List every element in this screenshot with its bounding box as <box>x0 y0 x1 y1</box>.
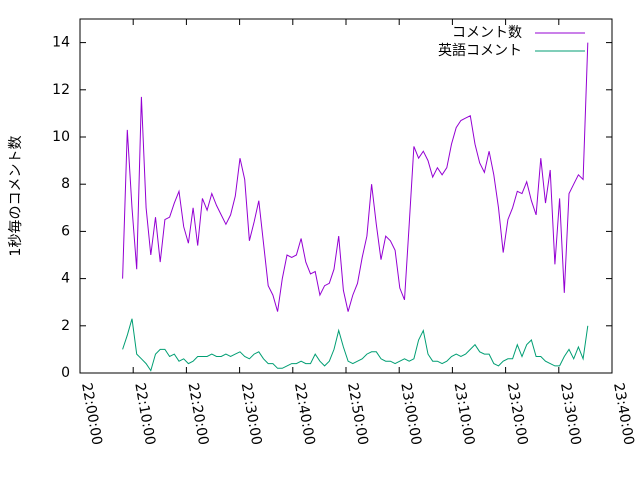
plot-frame <box>79 18 613 374</box>
series-line <box>122 318 589 372</box>
y-tick-label: 10 <box>52 129 70 145</box>
x-tick-label: 23:30:00 <box>557 382 584 447</box>
y-axis-label: 1秒毎のコメント数 <box>8 136 24 257</box>
x-tick-label: 22:10:00 <box>131 382 158 447</box>
legend-label: 英語コメント <box>438 42 522 59</box>
legend-label: コメント数 <box>452 25 522 41</box>
y-tick-label: 8 <box>61 176 70 192</box>
y-tick-label: 2 <box>61 318 70 334</box>
y-tick-label: 12 <box>52 82 70 98</box>
x-tick-label: 22:00:00 <box>78 382 105 447</box>
y-tick-label: 4 <box>61 271 70 287</box>
y-tick-label: 6 <box>61 223 70 239</box>
x-tick-label: 22:50:00 <box>344 382 371 447</box>
x-tick-label: 23:10:00 <box>451 382 478 447</box>
x-tick-label: 23:40:00 <box>610 382 637 447</box>
x-tick-label: 22:20:00 <box>185 382 212 447</box>
x-tick-label: 22:30:00 <box>238 382 265 447</box>
y-tick-label: 0 <box>61 365 70 381</box>
y-tick-label: 14 <box>52 35 70 51</box>
x-tick-label: 23:20:00 <box>504 382 531 447</box>
x-tick-label: 23:00:00 <box>397 382 424 447</box>
x-tick-label: 22:40:00 <box>291 382 318 447</box>
series-line <box>122 42 589 312</box>
